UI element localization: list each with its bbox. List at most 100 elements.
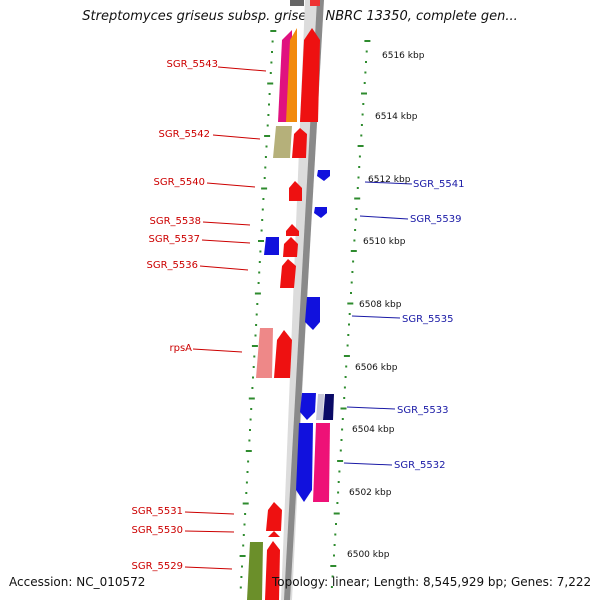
gene-sgr-5535[interactable] (305, 297, 320, 330)
minor-tick (354, 229, 357, 231)
gene-sgr-5531[interactable] (266, 502, 282, 531)
label-sgr-5539[interactable]: SGR_5539 (410, 214, 462, 225)
label-sgr-5531[interactable]: SGR_5531 (132, 506, 184, 517)
label-sgr-5530[interactable]: SGR_5530 (132, 525, 184, 536)
kbp-label: 6500 kbp (347, 550, 390, 560)
kbp-label: 6508 kbp (359, 300, 402, 310)
minor-tick (355, 208, 358, 210)
label-sgr-5538[interactable]: SGR_5538 (150, 216, 202, 227)
minor-tick (253, 355, 256, 358)
minor-tick (268, 103, 270, 106)
gene-sgr-5537-a[interactable] (264, 237, 279, 255)
major-tick (251, 345, 258, 347)
minor-tick (254, 334, 257, 337)
gene-sgr-5542-b[interactable] (292, 128, 307, 158)
gene-sgr-5533-b[interactable] (316, 394, 324, 420)
minor-tick (352, 260, 355, 263)
minor-tick (357, 176, 360, 179)
leader-line (346, 406, 396, 410)
gene-sgr-5540[interactable] (289, 181, 302, 201)
minor-tick (271, 51, 273, 53)
minor-tick (269, 72, 272, 74)
minor-tick (241, 565, 243, 568)
minor-tick (249, 429, 251, 431)
gene-sgr-5538[interactable] (286, 224, 299, 236)
minor-tick (252, 366, 255, 368)
label-sgr-5540[interactable]: SGR_5540 (154, 177, 206, 188)
minor-tick (354, 218, 357, 221)
minor-tick (256, 303, 259, 305)
label-sgr-5543[interactable]: SGR_5543 (167, 59, 219, 70)
minor-tick (268, 93, 271, 95)
gene-sgr-5542-a[interactable] (273, 126, 292, 158)
minor-tick (248, 439, 251, 442)
minor-tick (262, 198, 265, 200)
minor-tick (358, 155, 361, 158)
minor-tick (361, 113, 364, 116)
minor-tick (345, 365, 348, 368)
minor-tick (336, 502, 339, 504)
label-sgr-5537[interactable]: SGR_5537 (149, 234, 201, 245)
major-tick (357, 145, 364, 147)
minor-tick (343, 397, 346, 399)
gene-sgr-5543-c[interactable] (300, 28, 320, 122)
label-rpsA[interactable]: rpsA (169, 343, 192, 354)
major-tick (333, 512, 340, 515)
minor-tick (263, 177, 266, 179)
gene-sgr-5533-c[interactable] (323, 394, 334, 420)
gene-sgr-5536[interactable] (280, 259, 296, 288)
minor-tick (339, 449, 342, 452)
label-sgr-5532[interactable]: SGR_5532 (394, 460, 446, 471)
leader-line (199, 265, 249, 271)
gene-sgr-5530[interactable] (268, 531, 280, 537)
gene-sgr-5529-a[interactable] (247, 542, 263, 600)
minor-tick (246, 471, 249, 473)
minor-tick (264, 156, 267, 158)
minor-tick (247, 460, 250, 463)
gene-rpsA-b[interactable] (274, 330, 292, 378)
kbp-label: 6512 kbp (368, 175, 411, 185)
major-tick (343, 355, 350, 357)
gene-sgr-5532-b[interactable] (313, 423, 330, 502)
label-sgr-5541[interactable]: SGR_5541 (413, 179, 465, 190)
major-tick (364, 40, 371, 42)
label-sgr-5533[interactable]: SGR_5533 (397, 405, 449, 416)
major-tick (248, 397, 255, 400)
gene-sgr-5533-a[interactable] (300, 393, 316, 420)
gene-sgr-5543-b[interactable] (286, 28, 297, 122)
minor-tick (264, 166, 267, 169)
leader-line (192, 348, 243, 353)
minor-tick (249, 418, 252, 421)
minor-tick (257, 282, 260, 284)
major-tick (264, 135, 271, 137)
minor-tick (270, 61, 273, 64)
gene-sgr-5532-a[interactable] (296, 423, 313, 502)
gene-sgr-5537-b[interactable] (283, 237, 298, 257)
minor-tick (350, 292, 352, 294)
minor-tick (251, 387, 254, 389)
minor-tick (343, 386, 346, 389)
minor-tick (242, 544, 245, 547)
minor-tick (258, 271, 261, 274)
minor-tick (341, 418, 344, 420)
gene-sgr-5539[interactable] (314, 207, 327, 218)
label-sgr-5529[interactable]: SGR_5529 (132, 561, 184, 572)
leader-line (184, 566, 233, 570)
gene-rpsA-a[interactable] (256, 328, 273, 378)
minor-tick (242, 534, 245, 536)
label-sgr-5535[interactable]: SGR_5535 (402, 314, 454, 325)
minor-tick (271, 40, 274, 43)
right-gene-labels: SGR_5541 SGR_5539 SGR_5535 SGR_5533 SGR_… (343, 179, 465, 471)
backbone-cap-red (310, 0, 320, 6)
kbp-label: 6504 kbp (352, 425, 395, 435)
label-sgr-5536[interactable]: SGR_5536 (147, 260, 199, 271)
topology-text: Topology: linear; Length: 8,545,929 bp; … (272, 575, 592, 589)
leader-line (184, 511, 235, 515)
major-tick (340, 407, 347, 410)
minor-tick (265, 145, 268, 148)
leader-line (351, 315, 401, 319)
gene-sgr-5541[interactable] (317, 170, 330, 181)
label-sgr-5542[interactable]: SGR_5542 (159, 129, 211, 140)
gene-sgr-5529-b[interactable] (265, 541, 280, 600)
